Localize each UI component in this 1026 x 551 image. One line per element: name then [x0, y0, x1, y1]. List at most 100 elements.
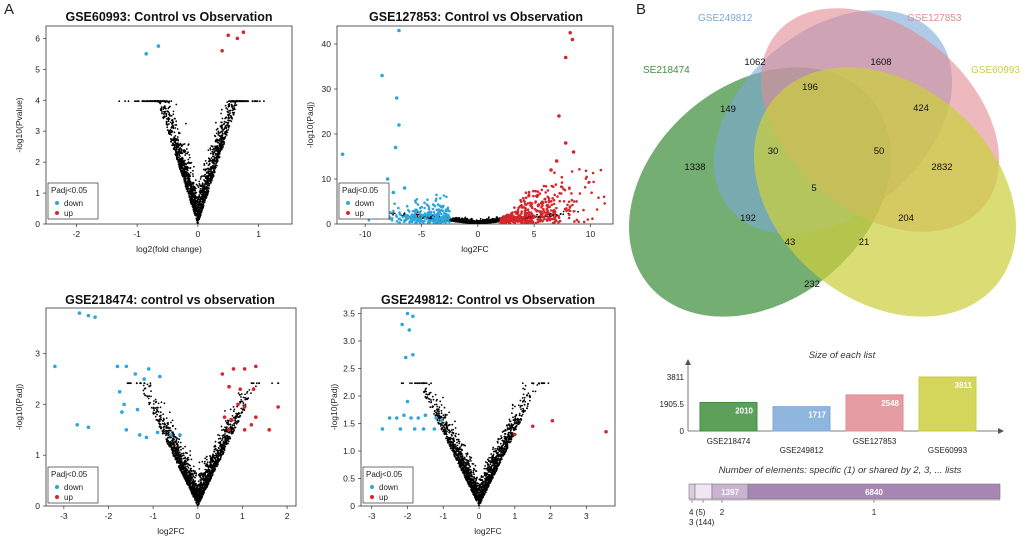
- scatter-point: [137, 100, 140, 103]
- y-tick-label: 6: [35, 33, 40, 43]
- scatter-point: [202, 203, 205, 206]
- scatter-point: [190, 181, 192, 184]
- x-axis-label: log2(fold change): [136, 244, 202, 254]
- up-point: [530, 202, 534, 205]
- scatter-point: [221, 134, 224, 137]
- down-point: [413, 199, 417, 202]
- scatter-point: [468, 222, 471, 224]
- up-point: [558, 199, 561, 203]
- scatter-point: [201, 175, 203, 178]
- up-point: [547, 215, 550, 219]
- up-point: [541, 219, 544, 223]
- scatter-point: [192, 185, 195, 188]
- scatter-point: [225, 126, 228, 129]
- scatter-point: [197, 208, 200, 211]
- scatter-point: [486, 218, 489, 221]
- scatter-point: [207, 167, 209, 170]
- up-point: [543, 211, 547, 214]
- scatter-point: [200, 191, 202, 194]
- scatter-point: [215, 121, 217, 124]
- scatter-point: [488, 216, 490, 219]
- scatter-point: [174, 149, 177, 151]
- scatter-point: [176, 138, 179, 141]
- scatter-point: [214, 154, 217, 156]
- up-point: [549, 168, 553, 172]
- scatter-point: [210, 157, 213, 159]
- up-point: [508, 220, 512, 224]
- up-point: [527, 212, 530, 216]
- up-point: [568, 30, 572, 35]
- scatter-point: [183, 165, 186, 168]
- scatter-point: [495, 216, 498, 219]
- up-point: [550, 200, 553, 203]
- y-axis-label: -log10(Pvalue): [14, 97, 24, 152]
- nonsignificant-points: [118, 100, 265, 224]
- scatter-point: [220, 130, 223, 133]
- scatter-point: [236, 100, 239, 103]
- scatter-point: [190, 183, 193, 186]
- scatter-point: [211, 164, 214, 167]
- scatter-point: [181, 152, 184, 155]
- scatter-point: [232, 406, 235, 408]
- down-point: [442, 216, 446, 220]
- scatter-point: [199, 212, 202, 215]
- scatter-point: [187, 185, 189, 188]
- scatter-point: [180, 169, 182, 172]
- down-point: [447, 217, 450, 221]
- up-point: [548, 205, 551, 208]
- down-point: [393, 145, 398, 150]
- scatter-point: [189, 171, 192, 174]
- up-point: [575, 200, 578, 203]
- up-point: [512, 216, 515, 219]
- scatter-point: [491, 217, 494, 220]
- down-point: [393, 202, 396, 205]
- scatter-point: [183, 180, 186, 183]
- scatter-point: [232, 416, 235, 419]
- down-point: [415, 209, 419, 212]
- scatter-point: [212, 147, 215, 150]
- scatter-point: [479, 217, 482, 220]
- scatter-point: [184, 162, 187, 165]
- scatter-point: [488, 220, 490, 222]
- scatter-point: [224, 136, 227, 138]
- scatter-point: [216, 455, 219, 458]
- scatter-point: [226, 108, 229, 110]
- scatter-point: [220, 144, 222, 147]
- y-tick-label: 3: [35, 126, 40, 136]
- down-point: [433, 216, 437, 220]
- scatter-point: [175, 139, 178, 142]
- up-point: [568, 205, 572, 208]
- up-point: [570, 198, 574, 202]
- scatter-point: [209, 173, 212, 176]
- down-point: [443, 212, 446, 215]
- scatter-point: [166, 100, 169, 103]
- x-tick-label: -10: [359, 229, 372, 239]
- scatter-point: [259, 100, 261, 103]
- scatter-point: [170, 131, 172, 134]
- scatter-point: [234, 102, 237, 104]
- scatter-point: [217, 141, 220, 144]
- up-point: [513, 206, 516, 209]
- scatter-point: [174, 458, 177, 461]
- y-tick-label: 0: [326, 219, 331, 229]
- scatter-point: [227, 440, 230, 443]
- scatter-point: [147, 397, 150, 400]
- scatter-point: [479, 219, 482, 222]
- legend-up-marker: [55, 211, 59, 215]
- scatter-point: [193, 165, 195, 168]
- up-point: [524, 213, 527, 216]
- scatter-point: [171, 419, 174, 422]
- up-point: [532, 194, 535, 198]
- down-point: [435, 193, 438, 197]
- scatter-point: [174, 127, 177, 129]
- scatter-point: [231, 100, 234, 103]
- scatter-point: [183, 143, 186, 145]
- scatter-point: [127, 100, 130, 103]
- scatter-point: [214, 440, 217, 443]
- scatter-point: [477, 220, 479, 223]
- scatter-point: [157, 411, 160, 413]
- down-point: [448, 220, 451, 224]
- scatter-point: [202, 475, 205, 477]
- scatter-point: [171, 122, 174, 125]
